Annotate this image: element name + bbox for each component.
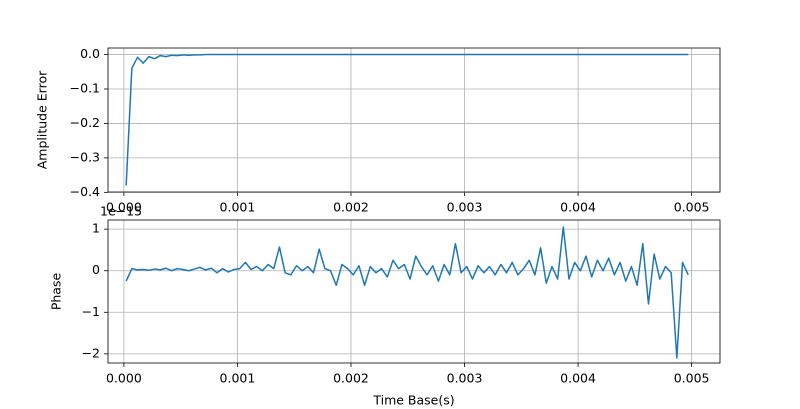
y-tick-label: −0.1 [70, 80, 100, 95]
x-tick-label: 0.001 [220, 200, 256, 215]
axes-frame [107, 219, 721, 364]
x-tick-label: 0.005 [674, 371, 710, 386]
x-tick-label: 0.004 [560, 200, 596, 215]
axes-frame [107, 47, 721, 193]
y-tick-label: −0.2 [70, 115, 100, 130]
y-tick-label: 0.0 [80, 46, 100, 61]
y-tick-label: −0.3 [70, 149, 100, 164]
x-tick-label: 0.005 [674, 200, 710, 215]
y-tick-label: −2 [82, 345, 100, 360]
y-tick-label: 0 [92, 262, 100, 277]
y-axis-label: Amplitude Error [35, 70, 50, 169]
x-axis-label: Time Base(s) [372, 393, 454, 408]
x-tick-label: 0.000 [106, 200, 142, 215]
y-tick-label: −0.4 [70, 184, 100, 199]
x-tick-label: 0.003 [447, 371, 483, 386]
y-tick-label: 1 [92, 221, 100, 236]
y-axis-label: Phase [49, 273, 64, 311]
x-tick-label: 0.004 [560, 371, 596, 386]
data-line [125, 53, 689, 186]
data-line [125, 226, 689, 359]
x-tick-label: 0.001 [220, 371, 256, 386]
x-tick-label: 0.000 [106, 371, 142, 386]
x-tick-label: 0.002 [333, 200, 369, 215]
x-tick-label: 0.002 [333, 371, 369, 386]
offset-text: 1e−15 [100, 204, 142, 219]
y-tick-label: −1 [82, 304, 100, 319]
x-tick-label: 0.003 [447, 200, 483, 215]
